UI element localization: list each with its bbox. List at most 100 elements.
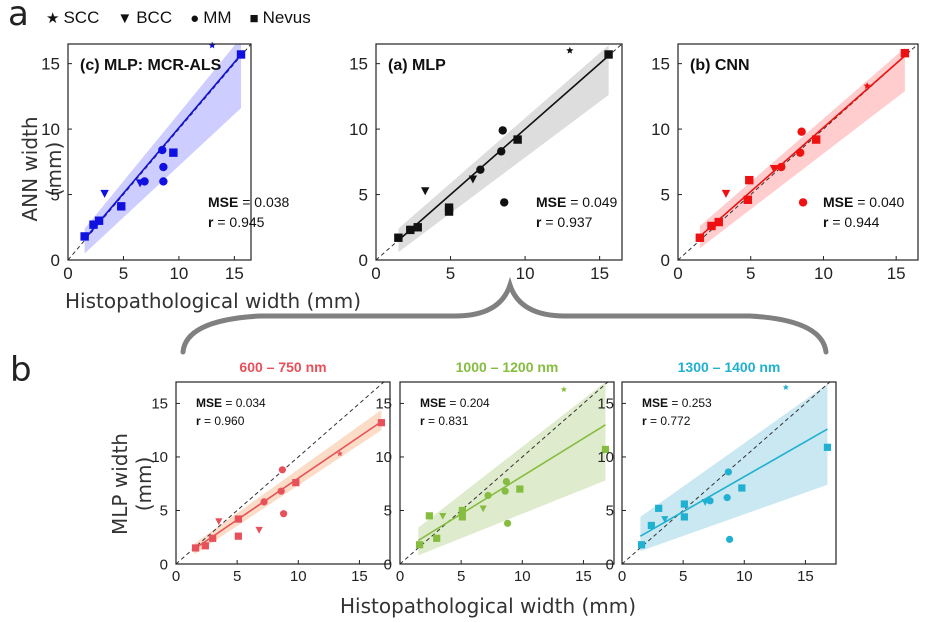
y-tick-label: 15 [651, 55, 670, 74]
data-point-triangle [439, 512, 447, 520]
data-point-circle [724, 468, 732, 476]
mse-label: MSE [196, 396, 222, 410]
legend-label-bcc: BCC [136, 8, 173, 27]
mse-value: = 0.253 [668, 396, 712, 410]
plot-frame [175, 381, 391, 565]
x-tick-label: 0 [371, 264, 380, 283]
x-tick-label: 10 [514, 568, 531, 585]
data-point-triangle [721, 189, 731, 198]
legend-label-nevus: Nevus [262, 8, 311, 27]
legend-item-bcc: ▼ BCC [117, 8, 172, 28]
data-point-triangle [215, 518, 223, 526]
square-icon: ■ [249, 9, 259, 27]
y-tick-label: 15 [349, 55, 368, 74]
data-point-circle [158, 145, 167, 155]
panel-label-a: a [8, 0, 29, 34]
circle-icon: ● [190, 9, 200, 27]
mse-label: MSE [420, 396, 446, 410]
plot-frame [399, 381, 615, 565]
plot-frame [67, 43, 252, 261]
x-tick-label: 5 [119, 264, 128, 283]
scatter-chart-1: 0 5 10 15 0 5 10 15 (c) MLP: MCR-ALS MSE = 0.038 r… [41, 41, 290, 283]
data-point-triangle [421, 187, 430, 196]
data-point-circle [278, 466, 286, 474]
y-tick-label: 5 [51, 185, 60, 204]
y-tick-label: 15 [597, 396, 614, 413]
r-stat: r = 0.944 [823, 214, 880, 230]
legend-item-mm: ● MM [190, 8, 231, 28]
y-tick-label: 10 [349, 120, 368, 139]
scatter-chart-5: 0 5 10 15 0 5 10 15 1000 – 1200 nm MSE = 0.204 r =… [375, 359, 615, 585]
data-point-square [513, 135, 522, 144]
x-tick-label: 15 [887, 264, 906, 283]
r-stat: r = 0.937 [536, 214, 593, 230]
mse-value: = 0.034 [222, 396, 266, 410]
chart-title: 600 – 750 nm [239, 359, 326, 375]
data-point-square [433, 534, 441, 542]
data-point-circle [498, 126, 507, 135]
y-tick-label: 5 [606, 503, 614, 520]
data-point-square [117, 202, 126, 211]
r-label: r [642, 414, 647, 428]
r-value: = 0.945 [213, 214, 264, 230]
data-point-square [738, 484, 746, 492]
y-tick-label: 15 [375, 396, 392, 413]
data-point-square [406, 225, 415, 235]
x-tick-label: 10 [814, 264, 833, 283]
scatter-chart-3: 0 5 10 15 0 5 10 15 (b) CNN MSE = 0.040 r = 0.944 [651, 43, 919, 283]
data-point-square [745, 175, 754, 185]
x-tick-label: 5 [679, 568, 687, 585]
y-tick-label: 5 [384, 503, 392, 520]
y-tick-label: 5 [661, 185, 670, 204]
y-tick-label: 10 [375, 449, 392, 466]
mse-stat: MSE = 0.253 [642, 396, 712, 410]
chart-title: 1000 – 1200 nm [456, 359, 559, 375]
mse-label: MSE [536, 194, 566, 210]
top-x-axis-title: Histopathological width (mm) [65, 289, 362, 313]
data-point-square [394, 233, 403, 242]
star-icon: ★ [46, 10, 60, 27]
y-tick-label: 10 [41, 120, 60, 139]
data-point-square [647, 521, 655, 530]
y-tick-label: 0 [359, 251, 368, 270]
r-label: r [208, 214, 214, 230]
data-point-square [191, 544, 200, 552]
x-tick-label: 10 [516, 264, 535, 283]
data-point-circle [497, 147, 506, 156]
legend-item-nevus: ■ Nevus [250, 8, 311, 28]
chart-title: (c) MLP: MCR-ALS [80, 57, 222, 74]
data-point-circle [140, 177, 149, 186]
mse-value: = 0.204 [446, 396, 490, 410]
y-tick-label: 10 [151, 449, 168, 466]
regression-line [193, 420, 382, 550]
data-point-circle [504, 519, 512, 527]
r-value: = 0.772 [647, 414, 691, 428]
plot-frame [677, 43, 919, 261]
x-tick-label: 5 [746, 264, 755, 283]
r-value: = 0.960 [201, 414, 245, 428]
data-point-star [566, 46, 574, 54]
data-point-square [458, 506, 466, 515]
mse-stat: MSE = 0.049 [536, 194, 618, 210]
data-point-circle [795, 148, 805, 157]
y-tick-label: 10 [597, 449, 614, 466]
mse-stat: MSE = 0.040 [823, 194, 905, 210]
data-point-square [680, 500, 688, 508]
data-point-circle [502, 477, 510, 486]
data-point-square [444, 207, 454, 216]
y-tick-label: 0 [606, 556, 614, 573]
data-point-square [89, 220, 98, 229]
data-point-square [516, 485, 524, 493]
scatter-chart-4: 0 5 10 15 0 5 10 15 600 – 750 nm MSE = 0.034 r = 0… [151, 359, 391, 585]
r-stat: r = 0.960 [196, 414, 245, 428]
x-tick-label: 10 [169, 264, 188, 283]
data-point-circle [484, 491, 492, 500]
r-value: = 0.937 [541, 214, 592, 230]
y-tick-label: 0 [160, 556, 168, 573]
data-point-square [292, 479, 300, 487]
data-point-triangle [479, 505, 487, 513]
data-point-square [680, 513, 688, 521]
data-point-square [234, 532, 242, 540]
plot-frame [621, 381, 837, 565]
data-point-star [863, 82, 871, 89]
